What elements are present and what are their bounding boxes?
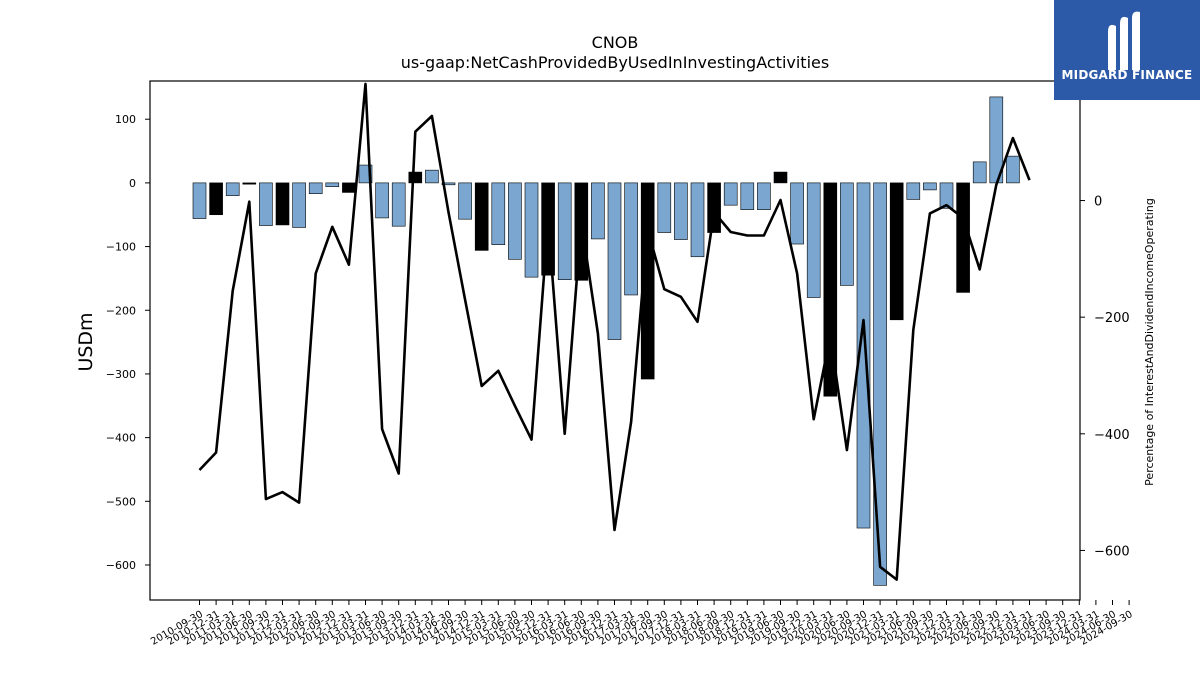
bar <box>408 171 423 184</box>
y-tick-label: −500 <box>106 495 136 508</box>
chart-title: CNOB <box>592 33 639 52</box>
chart-subtitle: us-gaap:NetCashProvidedByUsedInInvesting… <box>401 53 829 72</box>
bar <box>474 182 489 251</box>
bar <box>425 169 439 184</box>
brand-logo: MIDGARD FINANCE <box>1054 0 1200 100</box>
bar <box>740 182 755 210</box>
bar <box>242 182 257 185</box>
bar <box>325 182 340 188</box>
bar <box>342 182 356 193</box>
y-tick-label: 100 <box>115 113 136 126</box>
bar <box>259 182 273 226</box>
bar <box>707 182 721 233</box>
bar <box>524 182 539 278</box>
y2-axis-label: Percentage of InterestAndDividendIncomeO… <box>1143 198 1156 486</box>
line-layer <box>198 82 1031 581</box>
y-axis-label: USDm <box>75 312 97 371</box>
bar <box>1006 155 1020 184</box>
bar <box>209 182 223 216</box>
y-tick-label: −300 <box>106 368 136 381</box>
bar <box>906 182 921 200</box>
bar <box>923 182 937 191</box>
bar <box>624 182 638 296</box>
bar <box>375 182 389 219</box>
y2-tick-label: −600 <box>1094 544 1130 559</box>
x-axis: 2010-09-302010-12-312011-03-312011-06-30… <box>149 600 1135 648</box>
bar <box>640 182 655 380</box>
bar <box>591 182 605 240</box>
bar <box>557 182 572 280</box>
y2-tick-label: 0 <box>1094 195 1102 210</box>
y-tick-label: −200 <box>106 304 136 317</box>
series-line <box>198 82 1031 581</box>
left-axis: 100 0 −100 −200 −300 −400 −500 −600 <box>106 113 150 572</box>
bar <box>508 182 522 260</box>
bar <box>956 182 970 293</box>
bar <box>441 182 456 186</box>
bar <box>308 182 323 195</box>
bar <box>840 182 854 286</box>
bar <box>889 182 904 321</box>
bar <box>275 182 290 226</box>
bar <box>972 161 987 184</box>
y2-tick-label: −200 <box>1094 311 1130 326</box>
y-tick-label: 0 <box>129 177 136 190</box>
y-tick-label: −600 <box>106 559 136 572</box>
y-tick-label: −400 <box>106 432 136 445</box>
bar <box>856 182 871 529</box>
right-axis: 2000−200−400−600 <box>1080 78 1130 559</box>
bar <box>607 182 622 340</box>
bar <box>823 182 838 397</box>
bar <box>690 182 705 258</box>
bar <box>491 182 506 245</box>
bar <box>773 171 788 184</box>
bar <box>657 182 672 233</box>
bar <box>806 182 821 298</box>
y2-tick-label: −400 <box>1094 428 1130 443</box>
bar <box>674 182 688 240</box>
bar <box>458 182 472 220</box>
bar <box>790 182 804 245</box>
bar <box>225 182 240 196</box>
bar <box>292 182 306 228</box>
bars-layer <box>192 96 1020 586</box>
y-tick-label: −100 <box>106 241 136 254</box>
bar <box>757 182 771 210</box>
bar <box>192 182 207 219</box>
bar <box>723 182 738 206</box>
bar <box>391 182 406 227</box>
midgard-logo-icon <box>1108 11 1140 71</box>
bar <box>939 182 954 209</box>
bar <box>873 182 887 586</box>
logo-text: MIDGARD FINANCE <box>1061 68 1193 82</box>
